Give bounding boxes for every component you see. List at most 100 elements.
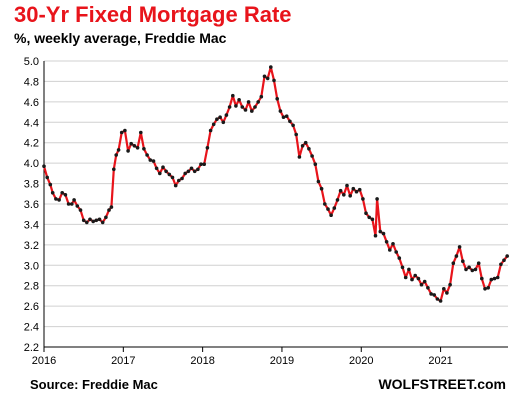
data-point: [419, 282, 424, 287]
data-point: [170, 175, 175, 180]
data-point: [48, 182, 53, 187]
y-tick-label: 3.6: [24, 199, 39, 211]
data-point: [262, 74, 267, 79]
data-point: [413, 273, 418, 278]
data-point: [300, 144, 305, 148]
data-point: [100, 220, 105, 225]
data-point: [114, 153, 118, 157]
data-point: [94, 218, 99, 223]
data-point: [57, 198, 61, 202]
data-point: [104, 215, 108, 220]
data-point: [397, 256, 402, 260]
y-tick-label: 2.8: [24, 281, 39, 293]
data-point: [364, 211, 368, 215]
data-point: [192, 169, 197, 174]
data-point: [78, 208, 83, 212]
y-tick-labels: 2.2 2.4 2.6 2.8 3.0 3.2 3.4 3.6 3.8 4.0 4.2 4.4 4.6 4…: [24, 56, 39, 354]
data-point: [50, 191, 55, 195]
data-point: [109, 205, 114, 209]
data-point: [476, 261, 481, 266]
data-point: [253, 105, 257, 109]
data-point: [265, 76, 270, 81]
data-point: [167, 172, 172, 177]
data-point: [234, 104, 238, 108]
data-point: [221, 120, 226, 125]
data-point: [237, 98, 241, 102]
data-point: [148, 158, 153, 162]
data-point: [495, 275, 500, 280]
data-point: [205, 146, 210, 150]
data-point: [384, 240, 389, 244]
y-tick-label: 4.6: [24, 97, 39, 109]
data-point: [391, 242, 395, 246]
y-tick-label: 5.0: [24, 56, 39, 68]
data-point: [142, 147, 146, 151]
data-point: [119, 130, 124, 135]
data-point: [246, 100, 251, 104]
data-point: [319, 186, 324, 191]
data-point: [480, 276, 484, 281]
data-point: [284, 114, 289, 118]
data-point: [75, 204, 80, 208]
data-point: [107, 208, 111, 212]
series-mortgage-rate: [42, 65, 510, 303]
data-point: [240, 105, 245, 109]
x-tick-label: 2017: [111, 355, 135, 367]
data-point: [208, 128, 213, 133]
data-point: [256, 100, 261, 104]
data-point: [211, 122, 216, 127]
y-tick-label: 4.4: [24, 117, 39, 129]
data-point: [116, 148, 121, 152]
x-tick-label: 2021: [428, 355, 452, 367]
data-point: [126, 149, 130, 153]
data-point: [227, 105, 232, 109]
y-tick-label: 4.2: [24, 138, 39, 150]
data-point: [473, 267, 478, 272]
data-point: [429, 292, 433, 296]
data-point: [45, 175, 49, 180]
data-point: [316, 179, 321, 184]
data-point: [483, 287, 487, 291]
data-point: [464, 267, 468, 272]
source-note: Source: Freddie Mac: [30, 377, 158, 392]
data-point: [416, 276, 421, 281]
data-point: [42, 164, 46, 168]
data-point: [505, 254, 510, 258]
data-point: [183, 171, 187, 176]
data-point: [442, 287, 446, 291]
y-tick-label: 4.8: [24, 76, 39, 88]
data-point: [323, 202, 327, 206]
data-point: [132, 144, 137, 148]
data-point: [54, 197, 58, 201]
data-point: [489, 277, 494, 282]
data-point: [457, 245, 462, 249]
data-point: [388, 248, 392, 252]
y-tick-label: 2.6: [24, 301, 39, 313]
data-point: [375, 197, 379, 201]
data-point: [329, 213, 333, 217]
data-point: [177, 178, 181, 183]
data-point: [422, 279, 427, 284]
data-point: [361, 197, 365, 201]
data-point: [272, 78, 276, 83]
data-point: [196, 167, 200, 172]
y-tick-label: 3.2: [24, 240, 39, 252]
data-point: [180, 176, 184, 181]
data-point: [499, 262, 503, 267]
data-point: [373, 233, 378, 238]
data-point: [202, 162, 206, 166]
y-tick-label: 3.0: [24, 260, 39, 272]
data-point: [224, 113, 229, 117]
y-tick-label: 4.0: [24, 158, 39, 170]
data-point: [303, 140, 308, 145]
y-tick-label: 2.2: [24, 342, 39, 354]
data-point: [161, 165, 165, 169]
data-point: [135, 146, 140, 150]
data-point: [154, 166, 159, 171]
data-point: [381, 231, 386, 236]
data-point: [85, 220, 89, 225]
data-point: [502, 258, 506, 263]
data-point: [451, 261, 456, 266]
data-point: [378, 229, 383, 234]
data-point: [448, 282, 452, 287]
